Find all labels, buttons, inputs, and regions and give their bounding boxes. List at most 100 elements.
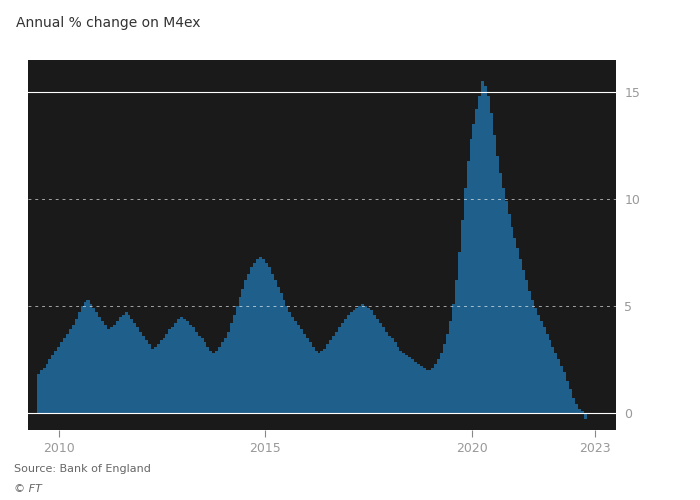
Bar [379, 323, 382, 413]
Bar [218, 346, 221, 413]
Bar [72, 325, 75, 413]
Bar [160, 340, 162, 413]
Bar [376, 319, 379, 413]
Text: Annual % change on M4ex: Annual % change on M4ex [16, 16, 201, 30]
Bar [136, 328, 139, 413]
Bar [580, 411, 584, 413]
Bar [423, 368, 426, 413]
Bar [575, 404, 577, 413]
Bar [578, 408, 581, 413]
Bar [534, 308, 537, 413]
Bar [435, 364, 438, 413]
Bar [475, 109, 478, 413]
Bar [484, 86, 487, 413]
Bar [431, 368, 435, 413]
Bar [90, 304, 92, 413]
Bar [244, 280, 247, 413]
Bar [314, 351, 318, 413]
Bar [165, 334, 169, 413]
Bar [438, 360, 440, 413]
Bar [303, 334, 306, 413]
Bar [209, 351, 212, 413]
Bar [227, 332, 230, 413]
Bar [250, 268, 253, 413]
Bar [414, 362, 417, 413]
Bar [498, 174, 502, 413]
Bar [396, 346, 400, 413]
Bar [224, 338, 227, 413]
Bar [513, 238, 517, 413]
Text: Source: Bank of England: Source: Bank of England [14, 464, 151, 474]
Bar [370, 310, 373, 413]
Bar [473, 124, 475, 413]
Bar [449, 321, 452, 413]
Bar [408, 358, 411, 413]
Bar [78, 312, 80, 413]
Bar [271, 274, 274, 413]
Bar [83, 302, 87, 413]
Bar [101, 321, 104, 413]
Bar [291, 316, 294, 413]
Bar [318, 353, 321, 413]
Bar [344, 319, 346, 413]
Text: © FT: © FT [14, 484, 42, 494]
Bar [326, 344, 329, 413]
Bar [174, 323, 177, 413]
Bar [420, 366, 423, 413]
Bar [540, 321, 542, 413]
Bar [517, 248, 519, 413]
Bar [481, 82, 484, 413]
Bar [241, 289, 244, 413]
Bar [169, 330, 172, 413]
Bar [428, 370, 432, 413]
Bar [60, 342, 63, 413]
Bar [256, 259, 259, 413]
Bar [455, 280, 458, 413]
Bar [440, 353, 443, 413]
Bar [80, 306, 84, 413]
Bar [563, 372, 566, 413]
Bar [119, 316, 122, 413]
Bar [508, 214, 510, 413]
Bar [183, 319, 186, 413]
Bar [364, 306, 368, 413]
Bar [122, 314, 125, 413]
Bar [391, 338, 393, 413]
Bar [253, 263, 256, 413]
Bar [130, 319, 134, 413]
Bar [306, 338, 309, 413]
Bar [189, 325, 192, 413]
Bar [356, 308, 358, 413]
Bar [452, 304, 455, 413]
Bar [487, 96, 490, 413]
Bar [87, 300, 90, 413]
Bar [230, 323, 233, 413]
Bar [405, 355, 408, 413]
Bar [552, 346, 554, 413]
Bar [55, 351, 57, 413]
Bar [382, 328, 385, 413]
Bar [341, 323, 344, 413]
Bar [200, 338, 204, 413]
Bar [361, 304, 365, 413]
Bar [274, 280, 276, 413]
Bar [282, 300, 286, 413]
Bar [40, 370, 43, 413]
Bar [411, 360, 414, 413]
Bar [346, 314, 350, 413]
Bar [297, 325, 300, 413]
Bar [145, 340, 148, 413]
Bar [463, 188, 467, 413]
Bar [329, 340, 332, 413]
Bar [566, 381, 569, 413]
Bar [557, 360, 560, 413]
Bar [192, 328, 195, 413]
Bar [584, 413, 587, 420]
Bar [443, 344, 446, 413]
Bar [353, 310, 356, 413]
Bar [177, 319, 180, 413]
Bar [393, 342, 396, 413]
Bar [510, 227, 514, 413]
Bar [528, 291, 531, 413]
Bar [265, 263, 268, 413]
